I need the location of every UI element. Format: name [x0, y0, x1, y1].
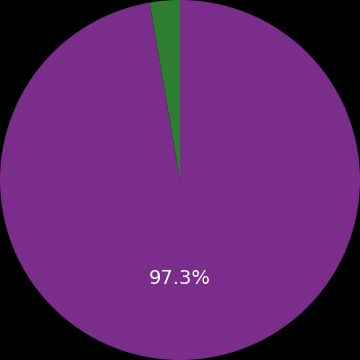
Wedge shape	[150, 0, 180, 180]
Text: 97.3%: 97.3%	[149, 270, 211, 288]
